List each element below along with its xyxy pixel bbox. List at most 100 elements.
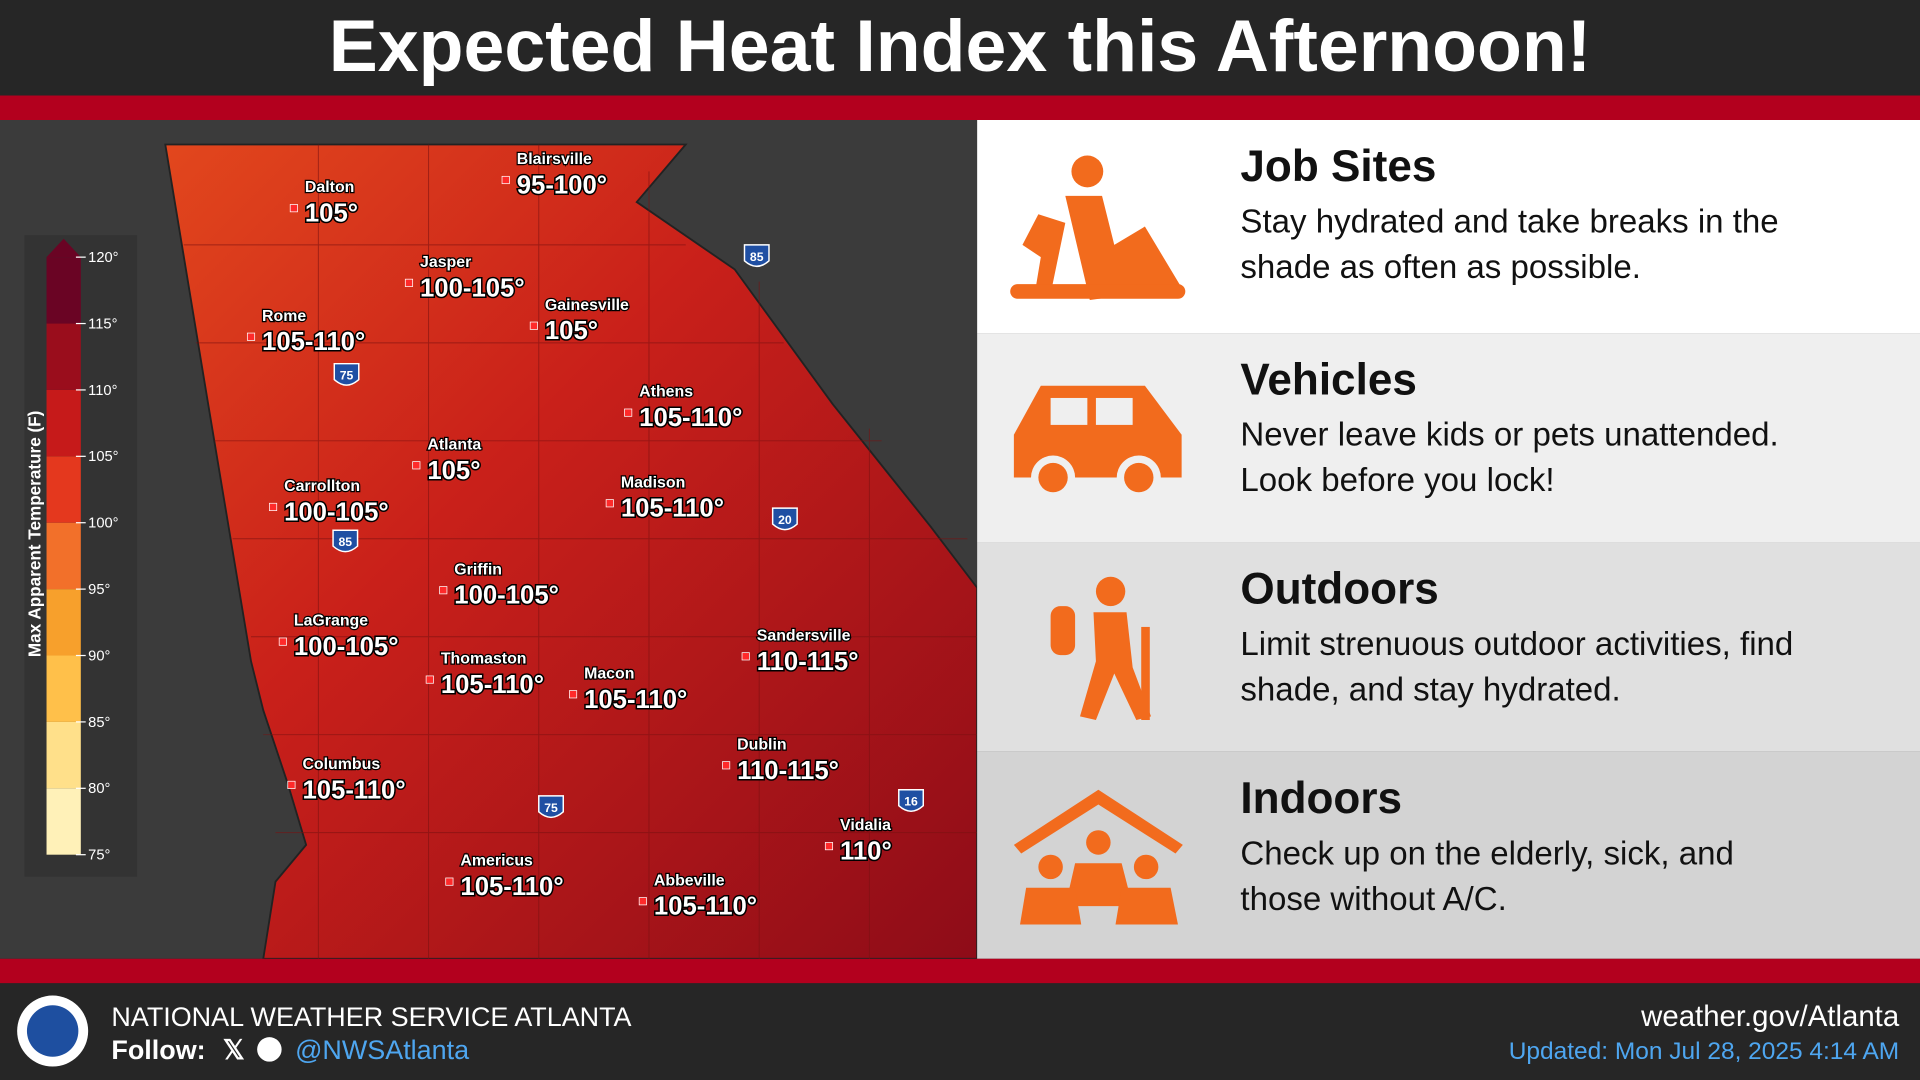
city-value: 110° [840,838,892,866]
city-value: 105° [545,317,598,345]
legend-tick-label: 90° [88,648,110,664]
city-name: Gainesville [545,297,629,314]
interstate-label: 85 [339,535,353,549]
city-name: Columbus [302,756,380,773]
city-marker [501,175,510,185]
title: Expected Heat Index this Afternoon! [329,4,1591,87]
legend-tick-label: 110° [88,383,117,399]
legend-arrow [46,238,81,258]
legend-tick-label: 95° [88,582,110,598]
legend-swatch [46,522,81,590]
city-name: LaGrange [294,613,368,630]
panel-text: those without A/C. [1240,881,1506,918]
panel-text: Check up on the elderly, sick, and [1240,835,1734,872]
panel-text: Limit strenuous outdoor activities, find [1240,626,1793,663]
city-name: Sandersville [757,627,851,644]
panel-heading: Vehicles [1240,355,1416,404]
follow-label: Follow: [111,1035,205,1065]
city-value: 105° [427,457,480,485]
legend-tick-label: 85° [88,715,110,731]
city-marker [246,332,256,341]
website: weather.gov/Atlanta [1640,1000,1900,1033]
city-value: 105-110° [441,671,544,699]
city-name: Athens [639,384,693,401]
city-marker [404,278,414,287]
panel-text: Stay hydrated and take breaks in the [1240,204,1778,241]
legend-swatch [46,788,81,855]
city-marker [624,408,633,417]
city-name: Jasper [420,254,471,271]
city-marker [287,780,296,789]
updated-time: Updated: Mon Jul 28, 2025 4:14 AM [1509,1038,1899,1065]
city-value: 100-105° [294,633,399,661]
x-icon: 𝕏 [223,1035,245,1065]
icon-indoors [1013,789,1183,925]
city-marker [605,499,614,508]
icon-vehicles [1013,385,1182,500]
city-name: Carrollton [284,478,360,495]
city-marker [439,586,448,595]
city-marker [425,675,434,684]
icon-job-sites [1010,155,1186,300]
city-value: 105-110° [621,495,724,523]
red-band [0,958,1920,984]
facebook-icon [257,1037,282,1062]
interstate-label: 20 [778,513,792,527]
city-value: 110-115° [737,757,839,785]
interstate-label: 16 [904,795,918,809]
legend-swatch [46,589,81,656]
interstate-shield [538,795,564,819]
city-value: 100-105° [454,582,559,610]
city-marker [569,690,578,699]
legend-tick-label: 80° [88,781,110,797]
panel-text: shade as often as possible. [1240,249,1640,286]
nws-logo-inner [26,1005,79,1057]
legend-tick-label: 105° [88,449,118,465]
city-value: 110-115° [757,648,859,676]
city-name: Americus [460,853,533,870]
city-value: 105° [305,200,358,228]
social-handle: @NWSAtlanta [295,1035,469,1065]
legend-swatch [46,655,81,722]
interstate-label: 75 [544,801,558,815]
interstate-label: 75 [340,369,354,383]
city-value: 95-100° [517,171,607,199]
city-value: 105-110° [302,776,405,804]
interstate-shield [743,244,770,268]
city-name: Vidalia [840,817,891,834]
legend-tick-label: 100° [88,516,118,532]
icon-outdoors [1050,576,1152,720]
county-lines [183,144,978,959]
panel-text: Look before you lock! [1240,462,1554,499]
office-name: NATIONAL WEATHER SERVICE ATLANTA [111,1002,631,1032]
legend-swatch [46,721,81,789]
city-marker [278,637,287,646]
city-name: Atlanta [427,436,481,453]
legend-swatch [46,456,81,523]
city-name: Rome [262,308,306,325]
city-value: 105-110° [262,328,365,356]
header-bar [0,0,1920,96]
interstate-shield [332,529,359,553]
city-marker [269,502,278,511]
interstate-shield [333,362,360,386]
interstate-label: 85 [750,250,764,264]
city-marker [741,652,750,661]
city-name: Blairsville [517,151,592,168]
city-name: Griffin [454,561,502,578]
city-value: 100-105° [420,274,525,302]
city-name: Thomaston [441,651,527,668]
legend-tick-label: 115° [88,316,117,332]
city-marker [445,877,454,886]
city-marker [529,321,538,330]
city-marker [824,842,834,851]
panel-bg [977,542,1920,752]
red-band [0,95,1920,120]
panel-heading: Job Sites [1240,142,1436,191]
panel-heading: Indoors [1240,774,1402,823]
city-marker [722,761,731,770]
city-name: Abbeville [654,872,725,889]
panel-text: Never leave kids or pets unattended. [1240,417,1778,454]
